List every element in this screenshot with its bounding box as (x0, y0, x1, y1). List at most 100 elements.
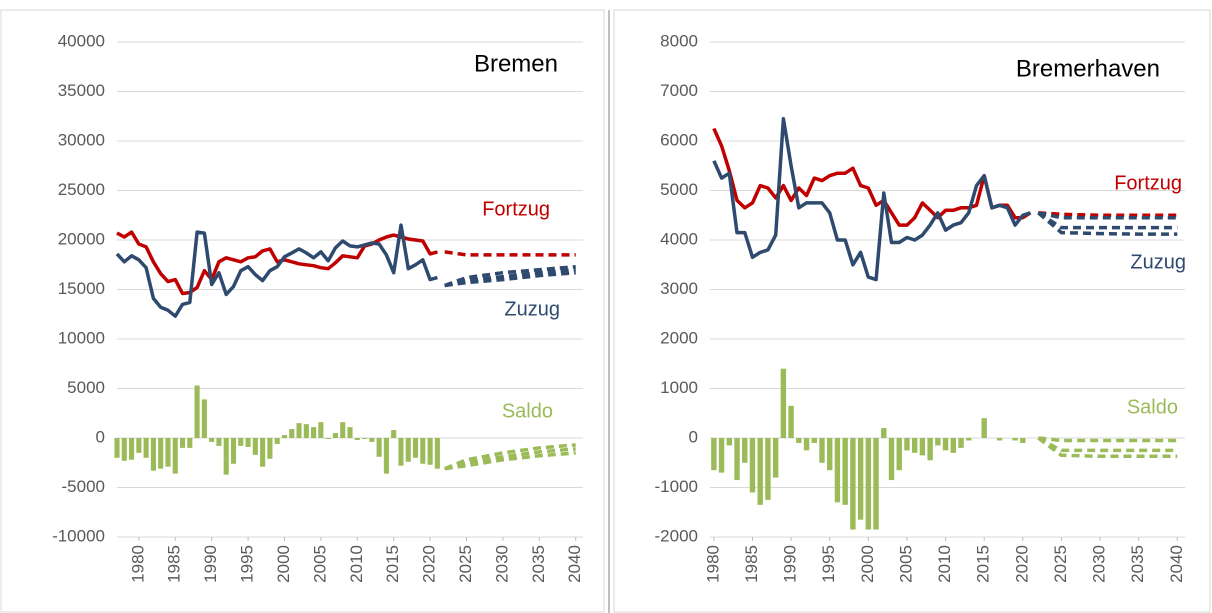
bar (919, 438, 926, 456)
series-label: Zuzug (504, 298, 560, 320)
bar (405, 438, 411, 462)
y-tick-label: 1000 (660, 378, 698, 397)
projection-line (444, 451, 576, 471)
line (115, 223, 438, 318)
x-tick-label: 2000 (858, 545, 877, 583)
x-tick-label: 2005 (896, 545, 915, 583)
bar (996, 438, 1003, 441)
x-tick-label: 2020 (420, 545, 439, 583)
bar (780, 368, 787, 438)
y-tick-label: -1000 (655, 477, 698, 496)
projection-line (444, 270, 576, 288)
y-tick-label: 8000 (660, 31, 698, 50)
series-label: Fortzug (482, 198, 550, 220)
x-tick-label: 1980 (703, 545, 722, 583)
y-tick-label: -10000 (52, 526, 105, 545)
bar (757, 438, 763, 505)
bar (216, 438, 222, 446)
bar (230, 438, 237, 464)
y-tick-label: 0 (96, 427, 105, 446)
bar (289, 429, 295, 438)
y-tick-label: 5000 (660, 180, 698, 199)
series-label: Fortzug (1114, 172, 1182, 194)
bar (267, 438, 273, 459)
y-tick-label: 2000 (660, 328, 698, 347)
projection-line (1037, 211, 1178, 230)
chart-title: Bremerhaven (1016, 55, 1160, 82)
line (116, 230, 438, 296)
y-tick-label: 4000 (660, 229, 698, 248)
x-tick-label: 2035 (529, 545, 548, 583)
bar (347, 427, 353, 438)
y-tick-label: 20000 (58, 229, 105, 248)
series-label: Saldo (1127, 396, 1178, 418)
bar (772, 438, 779, 478)
line (712, 116, 1032, 282)
projection-line (1037, 436, 1178, 453)
bar (873, 438, 879, 530)
y-tick-label: 35000 (58, 81, 105, 100)
bar (398, 438, 404, 466)
bar (143, 438, 149, 458)
y-tick-label: 15000 (58, 279, 105, 298)
bar (165, 438, 171, 467)
bar (827, 438, 833, 471)
projection-line (1038, 211, 1178, 218)
x-tick-label: 2015 (974, 545, 993, 583)
bar (412, 438, 419, 458)
x-tick-label: 2025 (1051, 545, 1070, 583)
bar (252, 438, 258, 455)
projection-line (444, 250, 576, 257)
projection-line (444, 264, 576, 288)
y-tick-label: -2000 (655, 526, 698, 545)
bar (260, 438, 266, 467)
bar (340, 422, 346, 438)
y-tick-label: 3000 (660, 279, 698, 298)
bar (296, 423, 302, 438)
bar (420, 438, 426, 464)
y-tick-label: 40000 (58, 31, 105, 50)
x-tick-label: 2005 (310, 545, 329, 583)
bar (1012, 438, 1018, 441)
bar (187, 438, 193, 448)
x-tick-label: 1985 (165, 545, 184, 583)
bar (803, 438, 810, 451)
bar (819, 438, 825, 463)
bar (136, 438, 142, 453)
line (712, 127, 1032, 227)
bar (376, 438, 382, 457)
bar (311, 427, 317, 438)
bar (935, 438, 941, 446)
bar (834, 438, 841, 503)
x-tick-label: 1990 (781, 545, 800, 583)
bar (114, 438, 120, 458)
y-tick-label: 30000 (58, 130, 105, 149)
bar (958, 438, 964, 448)
x-tick-label: 2010 (935, 545, 954, 583)
bar (881, 428, 887, 438)
x-tick-label: 1985 (742, 545, 761, 583)
bar (325, 438, 331, 439)
bar (850, 438, 856, 530)
bar (391, 430, 397, 438)
bar (369, 438, 375, 442)
projection-line (444, 447, 576, 471)
x-tick-label: 2030 (492, 545, 511, 583)
y-tick-label: 10000 (58, 328, 105, 347)
bar (158, 438, 164, 469)
bar (281, 435, 288, 438)
bar (427, 438, 433, 465)
y-tick-label: 25000 (58, 180, 105, 199)
bar (904, 438, 910, 451)
bar (942, 438, 949, 451)
bar (362, 438, 368, 439)
bar (129, 438, 135, 460)
bar (121, 438, 127, 461)
bar (950, 438, 956, 453)
bar (1020, 438, 1026, 443)
x-tick-label: 2030 (1090, 545, 1109, 583)
series-label: Saldo (502, 400, 553, 422)
panel-border (0, 9, 605, 613)
bar (888, 438, 895, 481)
